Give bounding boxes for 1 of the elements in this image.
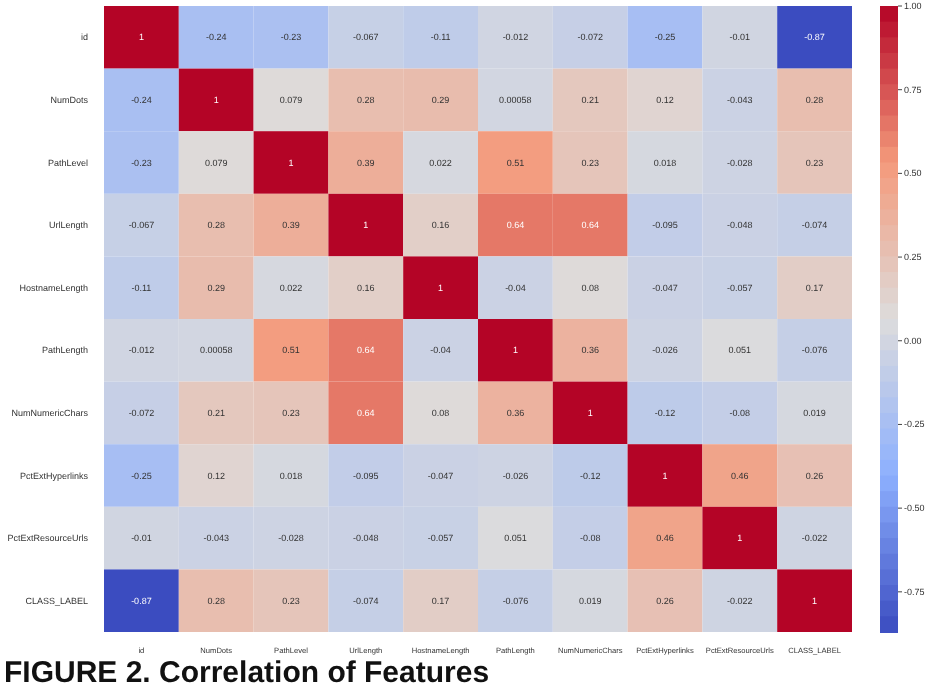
text: FIGURE 2. Correlation of Features xyxy=(2,656,492,692)
